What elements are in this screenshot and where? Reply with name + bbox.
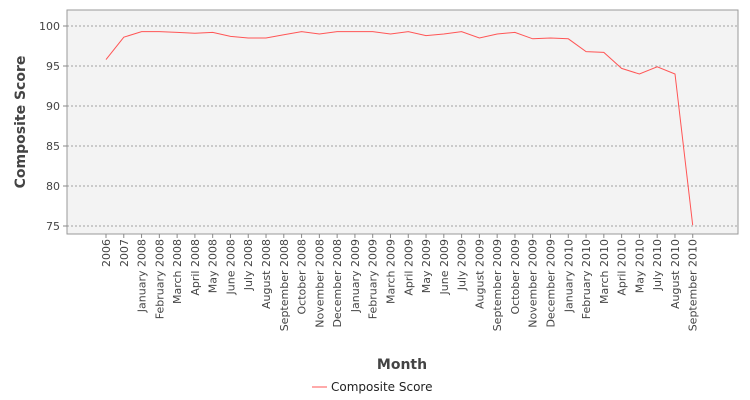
x-tick-label: May 2008 [207,239,220,293]
series-line-composite-score [105,31,694,226]
x-tick-label: June 2008 [224,239,237,295]
x-tick-label: March 2010 [598,239,611,304]
x-tick-label: February 2009 [367,239,380,319]
x-tick-label: January 2009 [349,239,362,313]
x-tick-label: August 2009 [473,239,486,309]
x-tick-label: October 2008 [296,239,309,315]
y-tick-label: 100 [39,20,60,33]
x-tick-label: July 2008 [242,239,255,291]
x-tick-label: August 2010 [669,239,682,309]
x-tick-label: March 2008 [171,239,184,304]
x-tick-label: 2006 [100,239,113,267]
x-tick-label: December 2009 [545,239,558,328]
x-tick-label: December 2008 [331,239,344,328]
legend-label: Composite Score [331,380,432,394]
x-tick-label: April 2010 [616,239,629,296]
y-tick-label: 80 [46,180,60,193]
x-tick-label: November 2008 [313,239,326,328]
x-tick-label: August 2008 [260,239,273,309]
plot-area [66,9,739,235]
x-tick-label: February 2008 [153,239,166,319]
x-tick-label: September 2008 [278,239,291,331]
x-tick-label: 2007 [118,239,131,267]
x-tick-label: July 2010 [651,239,664,291]
x-tick-label: June 2009 [438,239,451,295]
y-tick-label: 90 [46,100,60,113]
x-tick-label: May 2009 [420,239,433,293]
x-tick-label: September 2010 [687,239,700,331]
legend: Composite Score [312,380,432,394]
x-tick-label: March 2009 [384,239,397,304]
x-tick-label: February 2010 [580,239,593,319]
x-tick-label: July 2009 [456,239,469,291]
x-tick-label: October 2009 [509,239,522,315]
y-tick-label: 75 [46,220,60,233]
x-tick-label: April 2008 [189,239,202,296]
y-axis-title: Composite Score [13,56,29,189]
x-axis-title: Month [377,357,427,373]
x-tick-label: May 2010 [633,239,646,293]
x-tick-label: September 2009 [491,239,504,331]
y-tick-label: 85 [46,140,60,153]
y-tick-label: 95 [46,60,60,73]
x-tick-label: April 2009 [402,239,415,296]
x-tick-label: November 2009 [527,239,540,328]
x-tick-label: January 2008 [136,239,149,313]
x-tick-label: January 2010 [562,239,575,313]
